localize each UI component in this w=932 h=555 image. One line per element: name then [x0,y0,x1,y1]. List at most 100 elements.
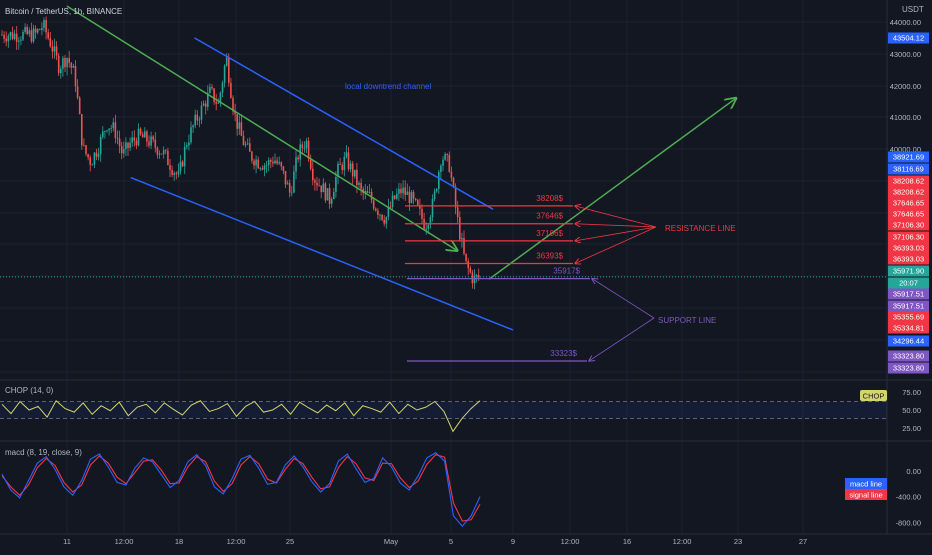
candle-body[interactable] [431,198,434,218]
candle-body[interactable] [215,101,217,104]
candle-body[interactable] [152,136,154,140]
candle-body[interactable] [45,20,47,33]
candle-body[interactable] [389,206,392,208]
candle-body[interactable] [11,32,14,39]
candle-body[interactable] [179,161,182,172]
level-label[interactable]: 33323$ [550,349,577,358]
candle-body[interactable] [291,192,293,194]
candle-body[interactable] [148,141,150,146]
candle-body[interactable] [442,159,444,166]
candle-body[interactable] [133,137,136,141]
candle-body[interactable] [433,191,436,199]
candle-body[interactable] [74,65,77,87]
candle-body[interactable] [1,34,3,36]
candle-body[interactable] [351,163,354,177]
candle-body[interactable] [93,152,96,165]
candle-body[interactable] [169,165,171,170]
candle-body[interactable] [444,153,446,160]
candle-body[interactable] [51,46,54,52]
candle-body[interactable] [68,58,70,63]
candle-body[interactable] [473,275,476,284]
candle-body[interactable] [391,195,394,208]
candle-body[interactable] [49,38,52,47]
candle-body[interactable] [438,172,440,189]
candle-body[interactable] [282,166,285,171]
candle-body[interactable] [270,160,272,162]
candle-body[interactable] [320,185,322,193]
candle-body[interactable] [139,128,142,135]
candle-body[interactable] [354,169,356,177]
candle-body[interactable] [118,138,121,146]
candle-body[interactable] [456,207,459,218]
candle-body[interactable] [372,200,375,209]
candle-body[interactable] [259,168,262,170]
candle-body[interactable] [177,171,180,175]
candle-body[interactable] [356,169,358,185]
level-pointer-37646$[interactable] [575,224,657,228]
channel-upper-line[interactable] [194,37,494,210]
candle-body[interactable] [196,114,199,121]
candle-body[interactable] [70,62,73,68]
candle-body[interactable] [467,261,469,268]
macd-line[interactable] [1,452,481,528]
candle-body[interactable] [87,153,89,158]
candle-body[interactable] [202,103,205,106]
time-axis[interactable]: 11 12:00 18 12:00 25 May 5 9 12:00 16 12:00 23 27 [63,537,807,546]
candle-body[interactable] [39,29,41,31]
candle-body[interactable] [60,68,62,74]
candle-body[interactable] [333,191,335,200]
candle-body[interactable] [57,55,60,74]
candle-body[interactable] [427,224,430,229]
candle-body[interactable] [475,275,478,276]
price-axis[interactable]: 44000.00 43000.00 42000.00 41000.00 40000.00 [890,18,921,154]
level-label[interactable]: 35917$ [553,267,580,276]
candle-body[interactable] [18,40,20,42]
candle-body[interactable] [91,164,94,166]
candles[interactable] [1,16,480,290]
chop-title[interactable]: CHOP (14, 0) [5,386,54,395]
candle-body[interactable] [110,128,112,129]
candle-body[interactable] [99,136,102,155]
candle-body[interactable] [47,32,49,39]
candle-body[interactable] [156,147,159,155]
candle-body[interactable] [309,158,312,169]
candle-body[interactable] [173,173,175,175]
candle-body[interactable] [440,165,442,173]
candle-body[interactable] [209,86,211,93]
candle-body[interactable] [377,210,379,215]
candle-body[interactable] [257,159,259,169]
candle-body[interactable] [186,145,188,147]
candle-body[interactable] [419,205,421,209]
candle-body[interactable] [288,183,291,193]
candle-body[interactable] [322,183,325,193]
candle-body[interactable] [360,182,362,189]
candle-body[interactable] [263,165,266,170]
candle-body[interactable] [76,86,79,98]
candle-body[interactable] [137,128,140,146]
candle-body[interactable] [381,214,383,220]
candle-body[interactable] [188,142,190,146]
candle-body[interactable] [207,92,209,107]
candle-body[interactable] [461,237,463,240]
candle-body[interactable] [9,32,12,37]
candle-body[interactable] [314,180,316,183]
candle-body[interactable] [379,214,381,216]
candle-body[interactable] [43,20,45,29]
candle-body[interactable] [446,153,448,155]
candle-body[interactable] [307,140,310,159]
candle-body[interactable] [366,190,369,193]
candle-body[interactable] [330,199,333,204]
candle-body[interactable] [295,157,297,172]
candle-body[interactable] [450,171,453,178]
candle-body[interactable] [225,57,228,66]
candle-body[interactable] [335,176,337,192]
candle-body[interactable] [160,153,163,155]
candle-body[interactable] [192,125,194,128]
candle-body[interactable] [278,162,280,164]
candle-body[interactable] [85,145,87,154]
candle-body[interactable] [217,102,220,104]
candle-body[interactable] [81,114,83,146]
candle-body[interactable] [421,208,423,219]
candle-body[interactable] [200,105,203,120]
